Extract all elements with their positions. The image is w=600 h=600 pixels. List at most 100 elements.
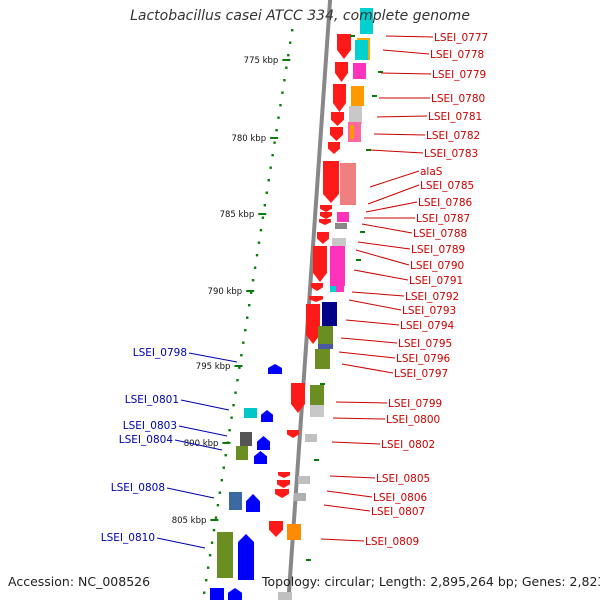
forward-gene-arrow	[275, 489, 289, 498]
scale-dot	[269, 166, 272, 169]
scale-dot	[218, 491, 222, 494]
forward-gene-arrow	[277, 480, 290, 488]
leader-lsei_0805	[329, 475, 376, 479]
leader-lsei_0800	[332, 417, 386, 420]
feature-bar	[294, 493, 306, 501]
tick-800kbp-label: 800 kbp	[184, 439, 219, 449]
forward-gene-arrow	[331, 112, 344, 126]
feature-bar	[353, 63, 366, 79]
scale-dot	[246, 316, 249, 319]
gene-label-lsei_0800: LSEI_0800	[386, 414, 440, 426]
gene-label-lsei_0798: LSEI_0798	[133, 347, 187, 359]
gene-label-lsei_0789: LSEI_0789	[411, 244, 465, 256]
gene-labels: LSEI_0777 LSEI_0778 LSEI_0779 LSEI_0780 LSEI…	[101, 32, 488, 548]
gene-label-lsei_0783: LSEI_0783	[424, 148, 478, 160]
reverse-feature-bar	[236, 446, 248, 460]
leader-lsei_0804	[174, 439, 223, 451]
feature-bar	[305, 434, 317, 442]
gene-label-lsei_0805: LSEI_0805	[376, 473, 430, 485]
feature-bar	[310, 405, 324, 417]
tick-775kbp-label: 775 kbp	[244, 56, 279, 66]
feature-bar	[340, 163, 356, 205]
forward-gene-arrow	[309, 296, 323, 302]
leader-lsei_0802	[331, 441, 381, 445]
leader-lsei_0781	[376, 115, 428, 118]
feature-bar	[337, 212, 349, 222]
gene-features	[210, 8, 383, 600]
leader-lsei_0790	[355, 249, 410, 266]
leader-lsei_0782	[373, 133, 426, 136]
scale-dot	[228, 429, 231, 432]
scale-dot	[236, 379, 239, 382]
forward-gene-arrow	[278, 472, 290, 478]
forward-gene-arrow	[313, 246, 327, 282]
scale-dot	[275, 129, 278, 132]
forward-gene-arrow	[320, 205, 332, 212]
leader-lsei_0779	[380, 72, 432, 75]
feature-bar	[287, 524, 301, 540]
forward-gene-arrow	[335, 62, 348, 82]
reverse-feature-bar	[210, 588, 224, 600]
forward-gene-arrow	[323, 161, 339, 203]
scale-dot	[277, 116, 280, 119]
forward-gene-arrow	[291, 383, 305, 413]
gene-label-lsei_0809: LSEI_0809	[365, 536, 419, 548]
forward-gene-arrow	[317, 232, 329, 244]
leader-lsei_0798	[188, 352, 238, 363]
tick-790kbp-label: 790 kbp	[208, 287, 243, 297]
scale-ticks: 775 kbp 780 kbp 785 kbp 790 kbp 795 kbp 800 k…	[172, 56, 291, 526]
gene-label-lsei_0801: LSEI_0801	[125, 394, 179, 406]
leader-lsei_0777	[385, 35, 434, 38]
reverse-gene-arrow	[261, 410, 273, 422]
forward-gene-arrow	[306, 304, 320, 344]
feature-bar	[330, 286, 338, 292]
scale-dot	[208, 554, 212, 557]
gene-label-lsei_0795: LSEI_0795	[398, 338, 452, 350]
scale-dot	[247, 304, 251, 307]
feature-bar	[330, 246, 345, 286]
scale-dot	[291, 29, 294, 32]
leader-lsei_0788	[361, 223, 413, 234]
forward-gene-arrow	[337, 34, 351, 59]
tick-795kbp-label: 795 kbp	[196, 362, 231, 372]
scale-dot	[220, 479, 224, 482]
leader-lsei_0810	[156, 537, 206, 549]
scale-dot	[251, 279, 255, 282]
scale-dot	[214, 516, 218, 519]
scale-dot	[259, 229, 263, 232]
backbone-line	[286, 0, 333, 600]
gene-label-lsei_0779: LSEI_0779	[432, 69, 486, 81]
feature-bar	[332, 238, 346, 246]
scale-dot	[267, 179, 270, 182]
leader-lsei_0801	[180, 399, 230, 411]
feature-bar	[351, 86, 364, 106]
reverse-feature-bar	[229, 492, 242, 510]
forward-gene-arrow	[320, 212, 332, 219]
leader-lsei_0809	[320, 538, 365, 542]
gene-label-lsei_0782: LSEI_0782	[426, 130, 480, 142]
leader-lsei_0795	[340, 337, 398, 344]
scale-dot	[222, 466, 225, 469]
forward-gene-arrow	[269, 521, 283, 537]
scale-dot	[255, 254, 259, 257]
scale-dot	[283, 79, 286, 82]
scale-dot	[253, 266, 257, 269]
leader-lsei_0786	[365, 201, 418, 213]
feature-bar	[298, 476, 310, 484]
feature-bar	[355, 40, 368, 60]
feature-bar	[318, 344, 333, 349]
scale-dot	[240, 354, 243, 357]
gene-label-lsei_0791: LSEI_0791	[409, 275, 463, 287]
feature-bar	[318, 326, 333, 344]
forward-gene-arrow	[333, 84, 346, 112]
scale-dot	[257, 241, 261, 244]
feature-bar	[336, 286, 344, 292]
scale-dot	[279, 104, 282, 107]
gene-label-lsei_0793: LSEI_0793	[402, 305, 456, 317]
leader-lsei_0797	[341, 363, 394, 374]
feature-bar	[315, 349, 330, 369]
reverse-gene-arrow	[238, 534, 254, 580]
gene-label-lsei_0780: LSEI_0780	[431, 93, 485, 105]
forward-gene-arrow	[311, 283, 323, 291]
feature-bar	[335, 223, 347, 229]
